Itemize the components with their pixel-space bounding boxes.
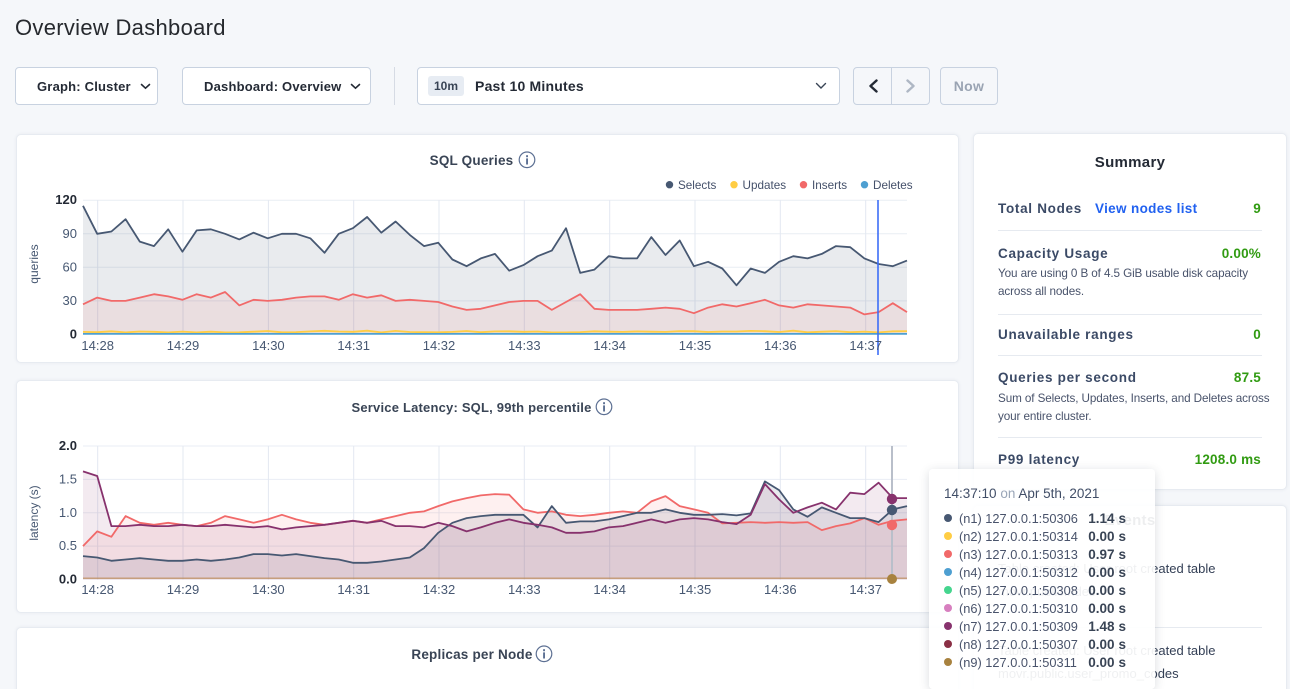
- svg-text:Updates: Updates: [743, 179, 787, 192]
- svg-text:14:29: 14:29: [167, 338, 200, 353]
- svg-text:14:31: 14:31: [337, 338, 370, 353]
- svg-text:14:34: 14:34: [593, 582, 626, 597]
- svg-text:30: 30: [63, 293, 77, 308]
- svg-text:90: 90: [63, 226, 77, 241]
- svg-text:Service Latency: SQL, 99th per: Service Latency: SQL, 99th percentile: [351, 400, 591, 415]
- svg-text:Deletes: Deletes: [873, 179, 913, 192]
- svg-text:60: 60: [63, 259, 77, 274]
- svg-text:14:28: 14:28: [81, 338, 114, 353]
- svg-text:14:36: 14:36: [764, 582, 797, 597]
- svg-text:14:35: 14:35: [679, 582, 712, 597]
- svg-text:SQL Queries: SQL Queries: [430, 153, 514, 168]
- svg-text:Replicas per Node: Replicas per Node: [411, 647, 532, 662]
- svg-text:120: 120: [55, 192, 77, 207]
- svg-text:14:32: 14:32: [423, 582, 456, 597]
- svg-text:0.5: 0.5: [59, 538, 77, 553]
- svg-text:Selects: Selects: [678, 179, 716, 192]
- svg-text:14:35: 14:35: [679, 338, 712, 353]
- svg-text:0.0: 0.0: [59, 572, 77, 587]
- svg-text:Inserts: Inserts: [812, 179, 847, 192]
- svg-text:queries: queries: [27, 244, 41, 283]
- svg-text:14:37: 14:37: [849, 582, 882, 597]
- svg-text:1.0: 1.0: [59, 505, 77, 520]
- svg-text:0: 0: [70, 327, 77, 342]
- svg-text:14:33: 14:33: [508, 582, 541, 597]
- svg-text:latency (s): latency (s): [27, 485, 41, 540]
- svg-text:14:36: 14:36: [764, 338, 797, 353]
- svg-text:14:37: 14:37: [849, 338, 882, 353]
- svg-text:14:33: 14:33: [508, 338, 541, 353]
- svg-text:14:29: 14:29: [167, 582, 200, 597]
- svg-text:1.5: 1.5: [59, 471, 77, 486]
- svg-text:2.0: 2.0: [59, 438, 77, 453]
- svg-text:14:30: 14:30: [252, 582, 285, 597]
- svg-text:14:34: 14:34: [593, 338, 626, 353]
- svg-text:14:32: 14:32: [423, 338, 456, 353]
- svg-text:14:28: 14:28: [81, 582, 114, 597]
- svg-text:14:30: 14:30: [252, 338, 285, 353]
- svg-text:14:31: 14:31: [337, 582, 370, 597]
